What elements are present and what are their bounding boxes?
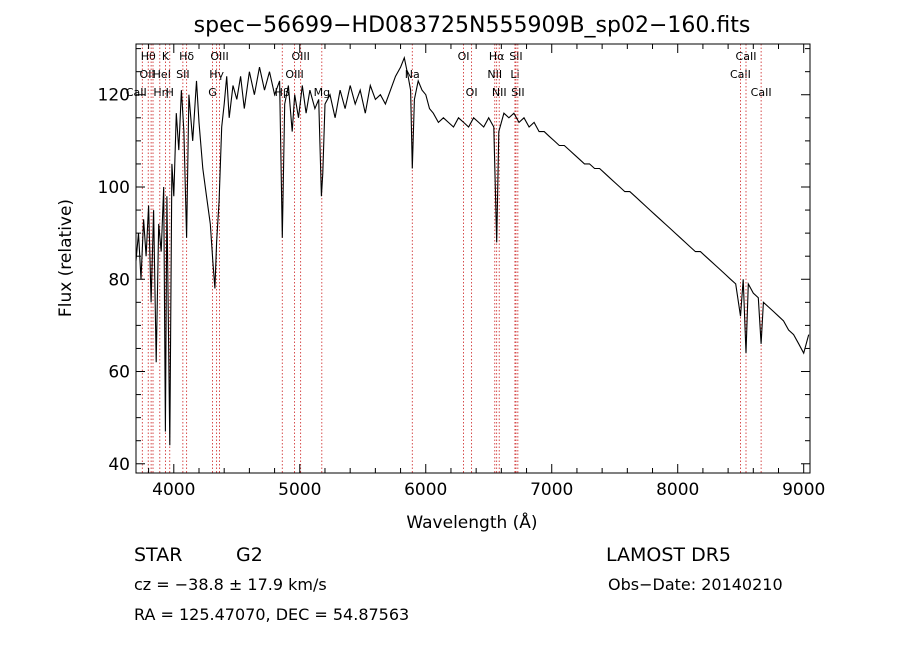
survey-name: LAMOST DR5 [606,544,731,566]
x-tick-label: 4000 [152,480,195,500]
observation-date: Obs−Date: 20140210 [608,575,783,594]
spectral-line-label: SII [176,68,189,81]
redshift-velocity: cz = −38.8 ± 17.9 km/s [134,575,327,594]
spectral-line-label: SII [511,86,524,99]
spectral-line-label: OII [140,68,155,81]
spectral-line-label: NII [492,86,507,99]
spectral-line-label: H [166,86,174,99]
y-tick-label: 120 [98,86,130,106]
x-axis: 4000 5000 6000 7000 8000 9000 [148,44,825,500]
object-subclass: G2 [236,544,263,566]
spectral-line-label: OI [458,50,470,63]
y-axis: 40 60 80 100 120 [98,48,810,475]
plot-frame [135,43,811,474]
spectral-line-label: OIII [291,50,309,63]
spectral-line-markers: CaIIHθOIIHηHeIKHSIIHδGHγOIIIHβOIIIOIIIMg… [126,44,772,473]
spectral-line-label: OI [466,86,478,99]
spectral-line-label: Li [510,68,519,81]
spectral-line-label: OIII [210,50,228,63]
y-tick-label: 60 [108,363,130,383]
coordinates: RA = 125.47070, DEC = 54.87563 [134,605,409,624]
spectral-line-label: G [208,86,217,99]
spectral-line-label: Hγ [209,68,224,81]
spectral-line-label: NII [487,68,502,81]
x-tick-label: 6000 [404,480,447,500]
spectral-line-label: Mg [314,86,330,99]
chart-title: spec−56699−HD083725N555909B_sp02−160.fit… [194,13,751,38]
spectral-line-label: OIII [285,68,303,81]
spectral-line-label: CaII [736,50,757,63]
spectral-line-label: CaII [751,86,772,99]
y-axis-label: Flux (relative) [56,199,76,317]
x-tick-label: 7000 [530,480,573,500]
spectral-line-label: Hθ [141,50,156,63]
x-tick-label: 9000 [782,480,825,500]
spectral-line-label: HeI [153,68,171,81]
x-axis-label: Wavelength (Å) [406,511,537,533]
spectral-line-label: Hα [489,50,505,63]
spectral-line-label: K [162,50,170,63]
spectral-line-label: Hδ [179,50,194,63]
x-tick-label: 5000 [278,480,321,500]
y-tick-label: 100 [98,178,130,198]
object-class: STAR [134,544,182,566]
spectral-line-label: SII [509,50,522,63]
x-tick-label: 8000 [656,480,699,500]
y-tick-label: 80 [108,270,130,290]
spectral-line-label: Hη [153,86,168,99]
spectral-line-label: CaII [730,68,751,81]
y-tick-label: 40 [108,455,130,475]
spectrum-line [135,55,810,446]
